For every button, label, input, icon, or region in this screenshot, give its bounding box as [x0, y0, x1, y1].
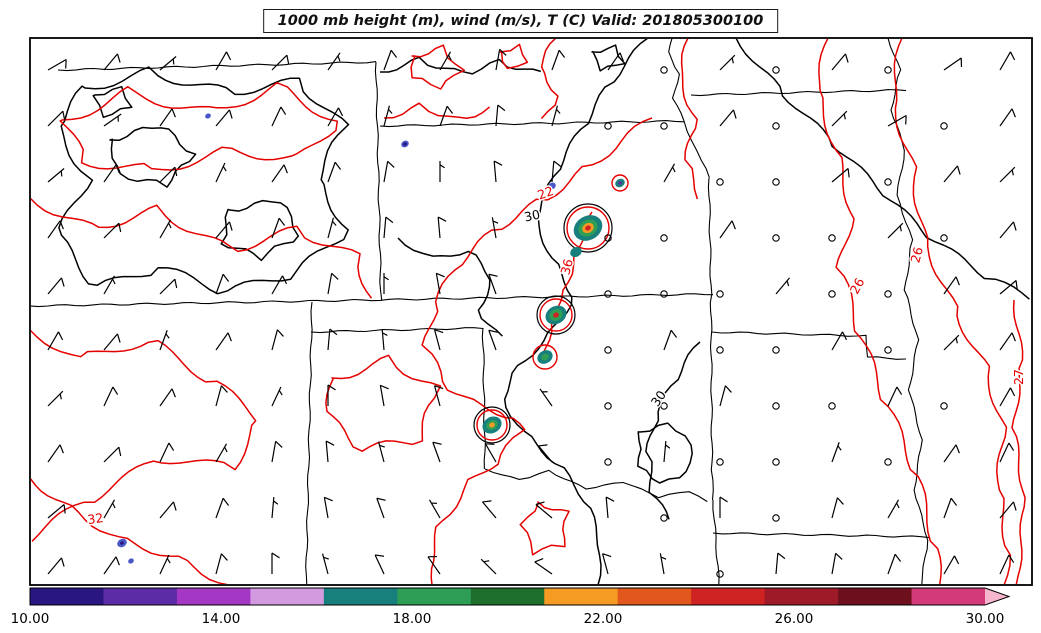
temperature-contours [31, 39, 1026, 584]
contour-labels: 22 30 36 26 26 27 30 32 [85, 182, 1028, 529]
svg-text:32: 32 [86, 510, 104, 527]
colorbar-tick-label: 30.00 [966, 611, 1005, 627]
colorbar: 10.00 14.00 18.00 22.00 26.00 30.00 [11, 587, 1011, 627]
state-borders [31, 39, 931, 584]
colorbar-tick-label: 18.00 [393, 611, 432, 627]
svg-text:30: 30 [523, 207, 542, 225]
svg-text:26: 26 [907, 245, 926, 264]
wind-barbs [47, 48, 1018, 578]
storm-cells [117, 113, 629, 564]
svg-text:22: 22 [535, 183, 555, 203]
colorbar-tick-label: 14.00 [202, 611, 241, 627]
colorbar-tick-label: 22.00 [584, 611, 623, 627]
svg-text:30: 30 [648, 388, 669, 410]
colorbar-tick-label: 26.00 [775, 611, 814, 627]
svg-text:27: 27 [1011, 369, 1026, 385]
map-frame [29, 37, 1033, 586]
svg-text:36: 36 [557, 257, 576, 276]
svg-text:26: 26 [847, 275, 868, 296]
colorbar-tick-label: 10.00 [11, 611, 50, 627]
chart-title: 1000 mb height (m), wind (m/s), T (C) Va… [262, 9, 779, 33]
height-contours [58, 39, 1030, 584]
